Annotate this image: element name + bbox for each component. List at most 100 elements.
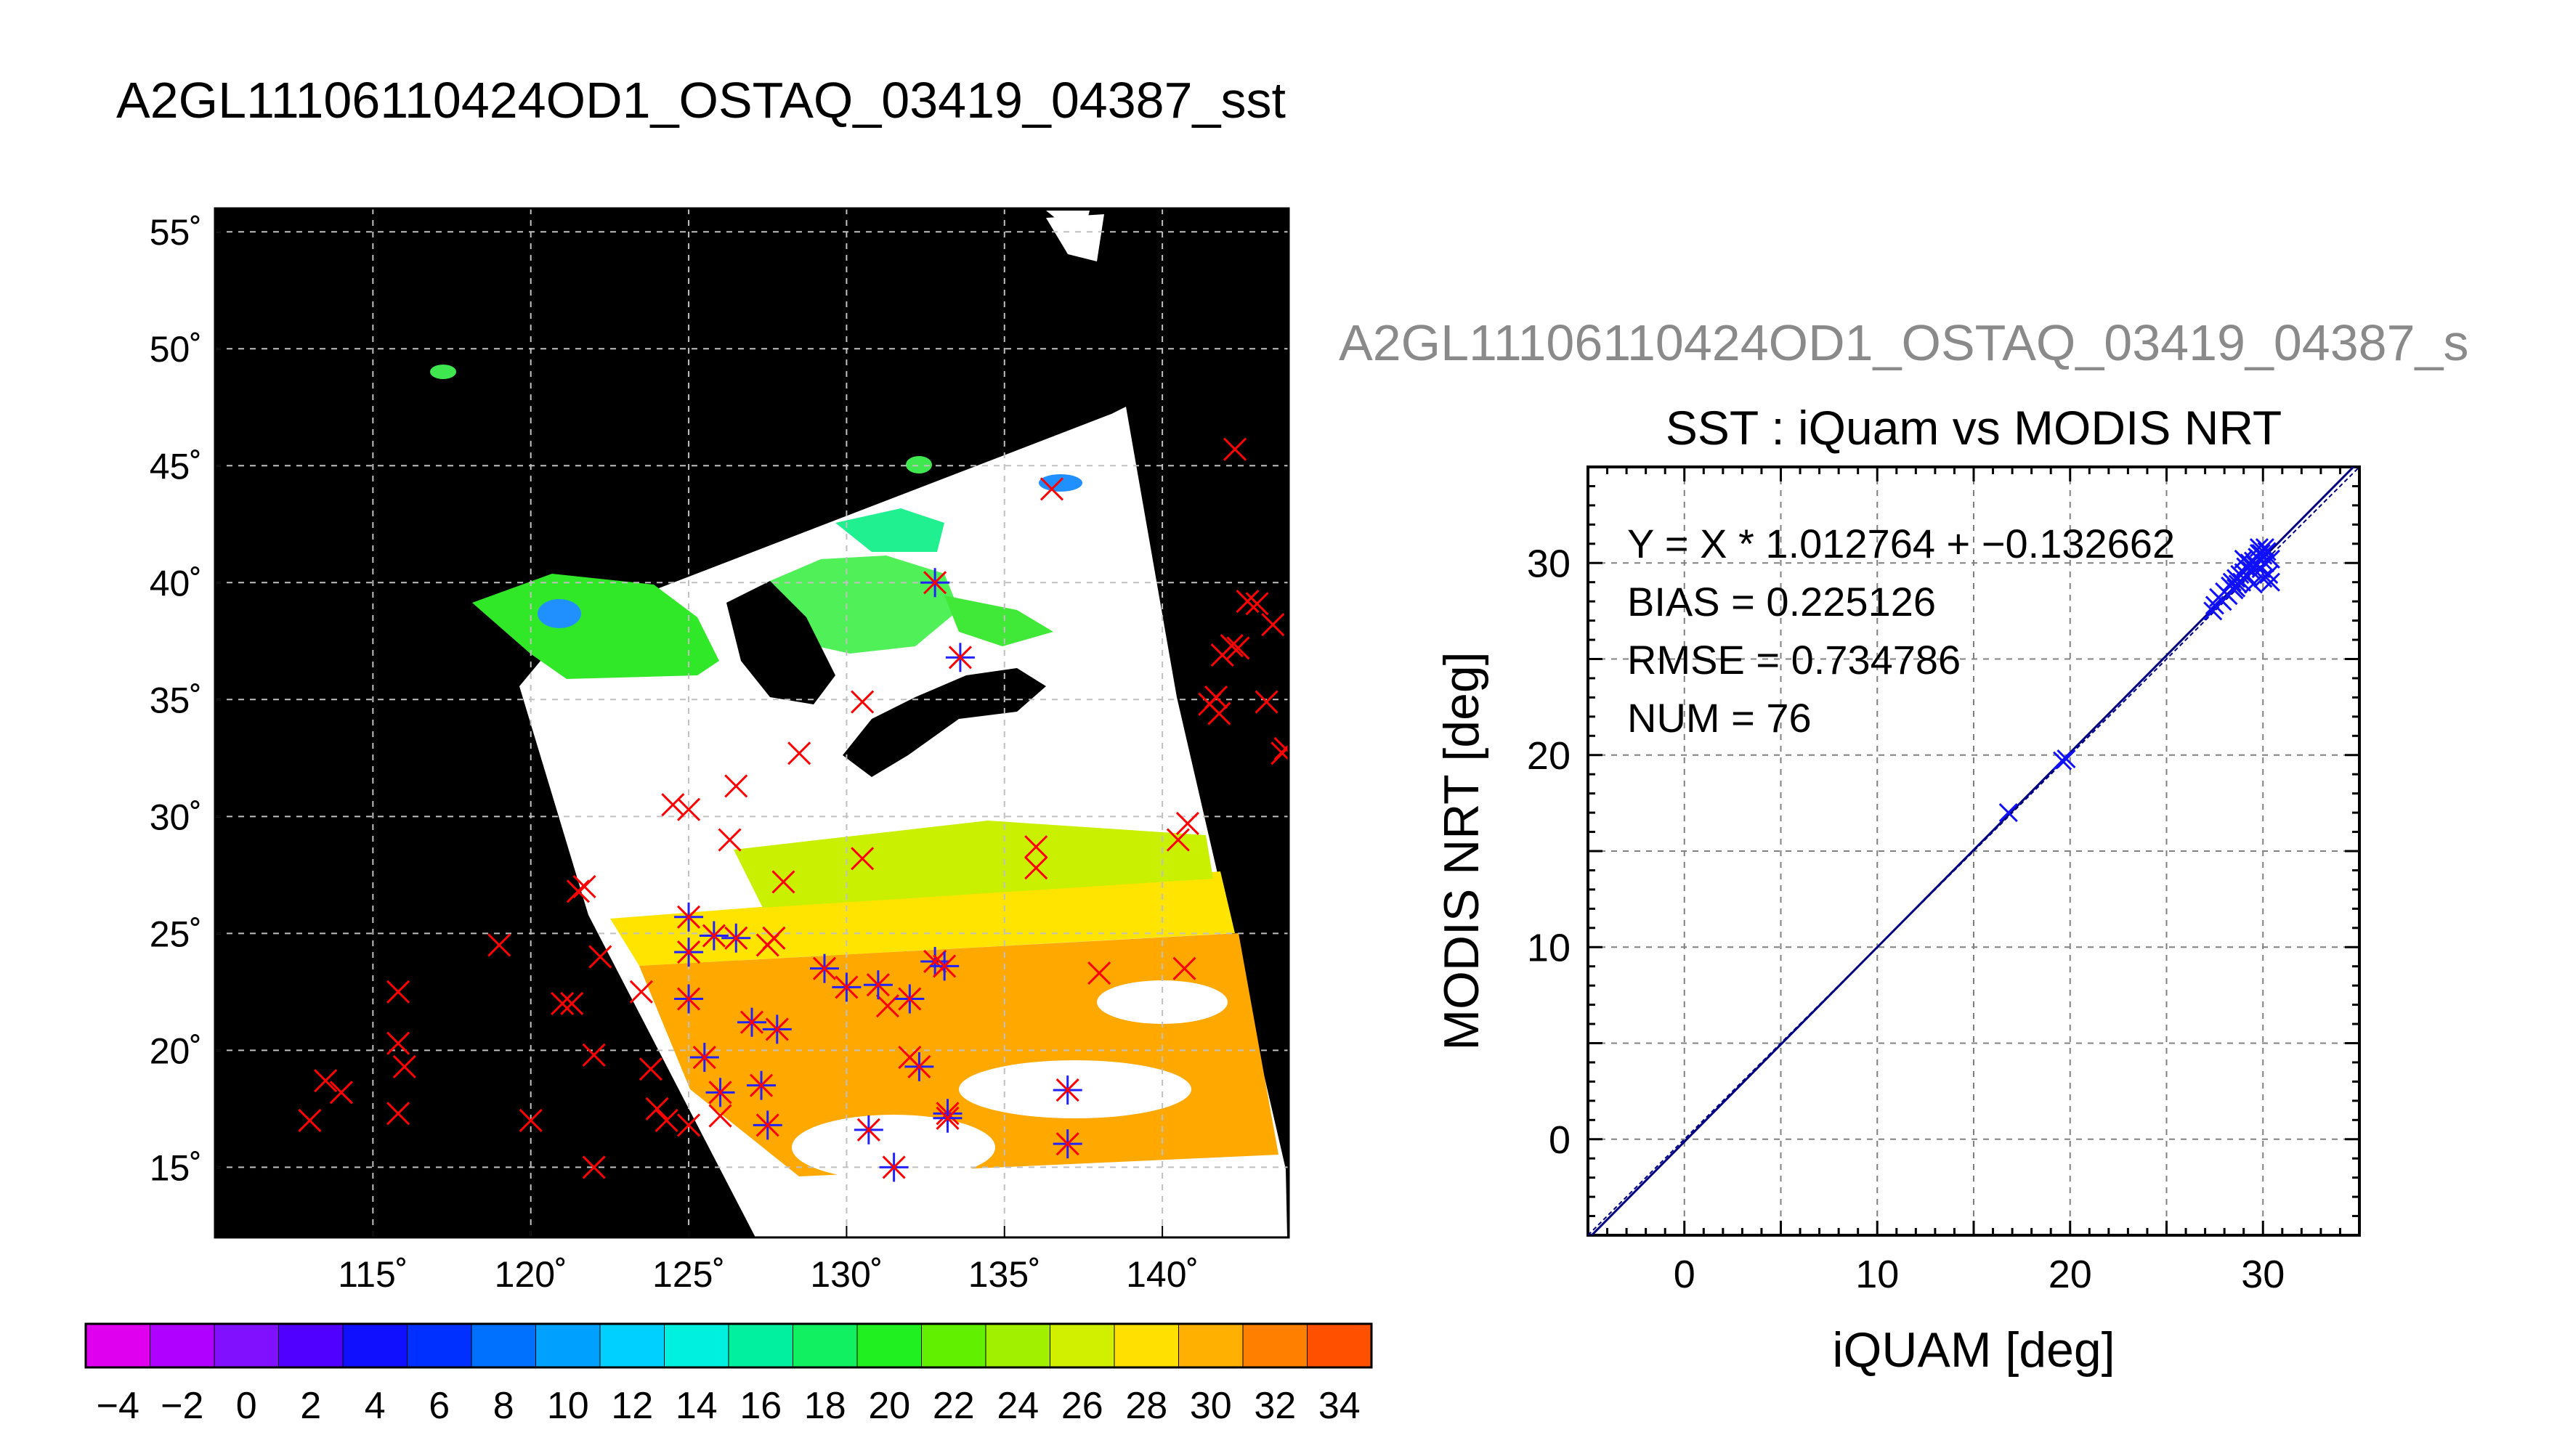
colorbar-labels: −4 −2 0 2 4 6 8 10 12 14 16 18 20 22 24 26 28 30 32 34 — [97, 1385, 1361, 1427]
map-marker-match — [1053, 1129, 1082, 1159]
map-marker-match — [721, 923, 751, 953]
scatter-point — [2255, 538, 2274, 558]
colorbar-cell — [278, 1324, 344, 1367]
map-marker-iquam — [1255, 690, 1278, 714]
colorbar-tick-label: −2 — [161, 1385, 203, 1427]
scatter-points — [1998, 538, 2280, 823]
scatter-x-tick-label: 10 — [1855, 1253, 1899, 1296]
map-marker-iquam — [875, 994, 899, 1018]
stat-fit-equation: Y = X * 1.012764 + −0.132662 — [1627, 521, 2175, 566]
map-marker-iquam — [1226, 636, 1250, 660]
colorbar-cell — [86, 1324, 151, 1367]
map-panel: 15˚ 20˚ 25˚ 30˚ 35˚ 40˚ 45˚ 50˚ 55˚ 115˚ 120˚ 125˚… — [150, 207, 1290, 1295]
map-markers — [298, 437, 1289, 1182]
sst-sea-patch — [430, 365, 456, 379]
scatter-y-tick-label: 0 — [1549, 1118, 1571, 1162]
map-lat-tick-label: 30˚ — [150, 797, 202, 837]
map-marker-iquam — [762, 926, 786, 950]
map-marker-iquam — [1024, 856, 1048, 880]
map-lon-labels: 115˚ 120˚ 125˚ 130˚ 135˚ 140˚ — [338, 1254, 1199, 1295]
colorbar-tick-label: 28 — [1125, 1385, 1167, 1427]
map-marker-iquam — [1223, 437, 1247, 461]
map-marker-iquam — [487, 933, 511, 957]
scatter-y-axis-label: MODIS NRT [deg] — [1434, 651, 1489, 1050]
map-marker-match — [753, 1110, 782, 1140]
scatter-heading: A2GL11106110424OD1_OSTAQ_03419_04387_s — [1339, 314, 2468, 371]
colorbar: −4 −2 0 2 4 6 8 10 12 14 16 18 20 22 24 26 28 30 32 34 — [84, 1322, 1373, 1427]
map-marker-match — [689, 1043, 719, 1073]
map-marker-iquam — [851, 847, 875, 871]
map-marker-iquam — [582, 1155, 606, 1179]
colorbar-tick-label: 32 — [1254, 1385, 1296, 1427]
map-lon-tick-label: 115˚ — [338, 1254, 408, 1295]
map-marker-iquam — [566, 879, 590, 903]
map-marker-iquam — [724, 774, 748, 798]
map-frame — [214, 207, 1290, 1239]
map-marker-iquam — [588, 945, 612, 969]
map-lat-labels: 15˚ 20˚ 25˚ 30˚ 35˚ 40˚ 45˚ 50˚ 55˚ — [150, 212, 202, 1188]
map-lat-tick-label: 50˚ — [150, 329, 202, 370]
sst-sea-green3 — [944, 595, 1053, 646]
colorbar-tick-label: 12 — [611, 1385, 653, 1427]
colorbar-tick-label: 30 — [1190, 1385, 1232, 1427]
map-marker-iquam — [582, 1043, 606, 1067]
colorbar-tick-label: 6 — [429, 1385, 450, 1427]
colorbar-tick-label: 0 — [236, 1385, 257, 1427]
scatter-plot-area — [1588, 467, 2359, 1235]
colorbar-tick-label: 4 — [365, 1385, 386, 1427]
land-korea — [726, 581, 835, 704]
map-lon-tick-label: 125˚ — [652, 1254, 725, 1295]
map-marker-iquam — [676, 797, 701, 821]
map-marker-iquam — [1220, 634, 1244, 658]
map-lat-tick-label: 15˚ — [150, 1147, 202, 1188]
colorbar-cell — [1307, 1324, 1372, 1367]
map-marker-match — [674, 984, 704, 1014]
map-marker-iquam — [1172, 956, 1196, 980]
scatter-point — [2261, 572, 2280, 592]
scatter-gridlines — [1588, 467, 2359, 1235]
map-marker-iquam — [1273, 736, 1289, 760]
map-marker-match — [863, 970, 893, 1000]
scatter-y-tick-label: 10 — [1527, 926, 1571, 969]
scatter-title: SST : iQuam vs MODIS NRT — [1666, 401, 2282, 455]
map-marker-iquam — [629, 980, 653, 1004]
map-marker-iquam — [771, 870, 795, 894]
map-marker-match — [705, 1078, 735, 1107]
colorbar-tick-label: 22 — [933, 1385, 975, 1427]
sst-cold-patch — [538, 599, 581, 628]
scatter-stats: Y = X * 1.012764 + −0.132662 BIAS = 0.22… — [1627, 521, 2175, 741]
scatter-x-tick-label: 30 — [2241, 1253, 2285, 1296]
map-marker-iquam — [1207, 701, 1231, 725]
sst-sea-green2 — [835, 508, 944, 552]
map-marker-iquam — [314, 1069, 338, 1093]
scatter-x-tick-label: 20 — [2048, 1253, 2092, 1296]
scatter-y-tick-labels: 0 10 20 30 — [1527, 542, 1571, 1162]
map-marker-match — [832, 972, 862, 1002]
map-lon-tick-label: 140˚ — [1126, 1254, 1199, 1295]
scatter-x-axis-label: iQUAM [deg] — [1832, 1322, 2115, 1378]
map-marker-iquam — [661, 793, 685, 817]
map-marker-match — [854, 1115, 883, 1144]
scatter-point — [2240, 555, 2259, 574]
map-marker-iquam — [1175, 811, 1199, 836]
map-lat-tick-label: 20˚ — [150, 1030, 202, 1071]
map-marker-match — [809, 953, 839, 983]
scatter-point — [2053, 751, 2072, 770]
page-title: A2GL11106110424OD1_OSTAQ_03419_04387_sst — [116, 72, 1286, 129]
colorbar-tick-label: 20 — [868, 1385, 910, 1427]
map-marker-iquam — [392, 1054, 416, 1078]
map-marker-match — [879, 1152, 909, 1182]
colorbar-cell — [343, 1324, 408, 1367]
map-marker-iquam — [1166, 828, 1190, 852]
map-marker-iquam — [639, 1057, 662, 1081]
scatter-point — [2056, 749, 2076, 769]
land-japan — [843, 668, 1046, 777]
map-marker-iquam — [655, 1108, 678, 1133]
colorbar-cell — [407, 1324, 472, 1367]
colorbar-cell — [1114, 1324, 1180, 1367]
scatter-ticks — [1586, 465, 2361, 1237]
stat-rmse: RMSE = 0.734786 — [1627, 637, 1961, 683]
colorbar-cell — [986, 1324, 1051, 1367]
colorbar-cell — [921, 1324, 986, 1367]
